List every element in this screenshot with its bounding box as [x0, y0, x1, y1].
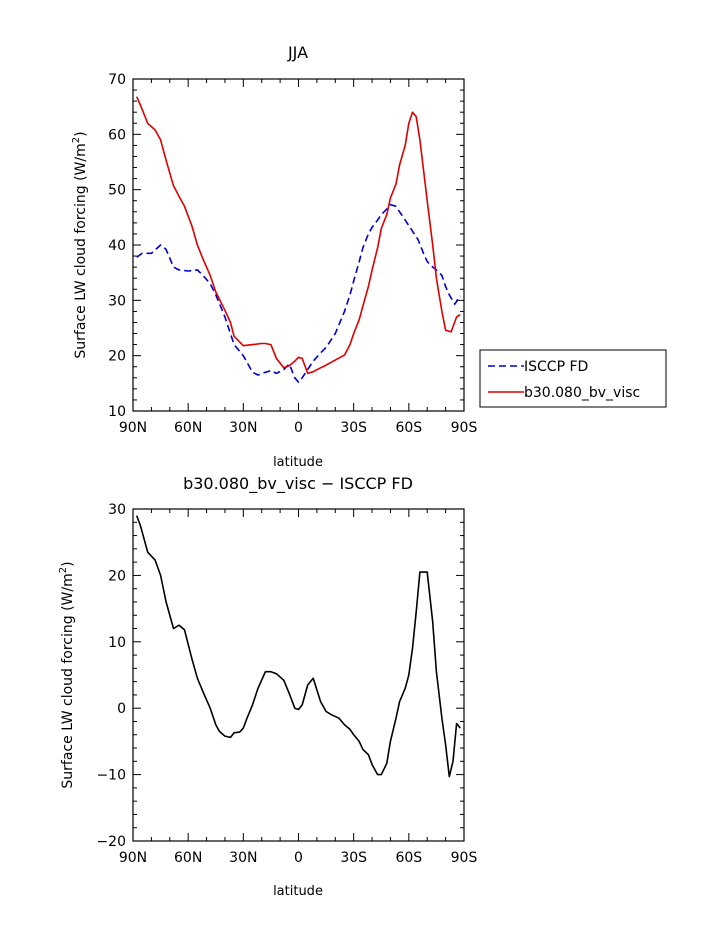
bottom-y-label-prefix: Surface LW cloud forcing (W/m — [60, 573, 76, 788]
top-y-tick-labels: 10 20 30 40 50 60 70 — [108, 72, 126, 420]
top-x-tick-label: 30N — [229, 420, 257, 436]
legend: ISCCP FD b30.080_bv_visc — [479, 349, 667, 408]
bottom-x-tick-label: 60N — [174, 850, 202, 866]
top-y-label-sup: 2 — [71, 137, 82, 143]
top-y-axis-label: Surface LW cloud forcing (W/m2) — [71, 131, 89, 358]
bottom-tick-marks — [132, 508, 465, 842]
legend-box — [479, 349, 667, 408]
bottom-x-tick-labels: 90N 60N 30N 0 30S 60S 90S — [119, 850, 478, 866]
bottom-x-tick-label: 0 — [294, 850, 303, 866]
top-y-tick-label: 30 — [108, 293, 126, 309]
bottom-y-tick-label: 20 — [108, 568, 126, 584]
bottom-y-axis-label: Surface LW cloud forcing (W/m2) — [58, 561, 76, 788]
top-x-tick-labels: 90N 60N 30N 0 30S 60S 90S — [119, 420, 478, 436]
bottom-x-tick-label: 30S — [340, 850, 367, 866]
bottom-y-tick-label: 0 — [117, 701, 126, 717]
bottom-x-tick-label: 90N — [119, 850, 147, 866]
bottom-panel: b30.080_bv_visc − ISCCP FD −20−100102030… — [58, 474, 477, 899]
top-series-line-b30-080-bv-visc — [135, 96, 461, 375]
top-x-tick-label: 30S — [340, 420, 367, 436]
top-series-layer — [135, 96, 461, 384]
top-x-tick-label: 90N — [119, 420, 147, 436]
top-tick-marks — [132, 78, 465, 412]
top-x-tick-label: 60S — [395, 420, 422, 436]
bottom-y-tick-labels: −20 −10 0 10 20 30 — [96, 502, 126, 850]
top-y-label-suffix: ) — [73, 131, 89, 136]
bottom-series-line-difference — [135, 515, 461, 778]
bottom-x-tick-label: 30N — [229, 850, 257, 866]
top-x-tick-label: 60N — [174, 420, 202, 436]
top-y-tick-label: 40 — [108, 238, 126, 254]
legend-label-model: b30.080_bv_visc — [524, 385, 640, 401]
top-y-tick-label: 20 — [108, 349, 126, 365]
top-y-tick-label: 70 — [108, 72, 126, 88]
legend-label-isccp: ISCCP FD — [524, 359, 588, 375]
bottom-y-tick-label: 30 — [108, 502, 126, 518]
bottom-series-layer — [135, 515, 461, 778]
top-y-label-prefix: Surface LW cloud forcing (W/m — [73, 143, 89, 358]
bottom-x-tick-label: 90S — [451, 850, 478, 866]
bottom-y-label-sup: 2 — [58, 567, 69, 573]
top-panel: JJA 10 20 30 40 50 60 70 90N 60N 30N 0 30S 60S 90S l… — [71, 43, 477, 470]
bottom-y-label-suffix: ) — [60, 561, 76, 566]
top-plot-frame — [132, 78, 465, 412]
bottom-y-tick-label: 10 — [108, 635, 126, 651]
bottom-chart-title: b30.080_bv_visc − ISCCP FD — [183, 474, 413, 494]
top-y-tick-label: 50 — [108, 183, 126, 199]
top-y-tick-label: 60 — [108, 127, 126, 143]
bottom-x-tick-label: 60S — [395, 850, 422, 866]
bottom-plot-frame — [132, 508, 465, 842]
top-x-tick-label: 90S — [451, 420, 478, 436]
bottom-x-axis-label: latitude — [273, 884, 323, 899]
bottom-y-tick-label: −10 — [96, 768, 126, 784]
top-chart-title: JJA — [287, 43, 308, 62]
bottom-y-tick-label: −20 — [96, 834, 126, 850]
top-series-line-isccp-fd — [136, 203, 461, 384]
top-y-tick-label: 10 — [108, 404, 126, 420]
top-x-axis-label: latitude — [273, 455, 323, 470]
top-x-tick-label: 0 — [294, 420, 303, 436]
